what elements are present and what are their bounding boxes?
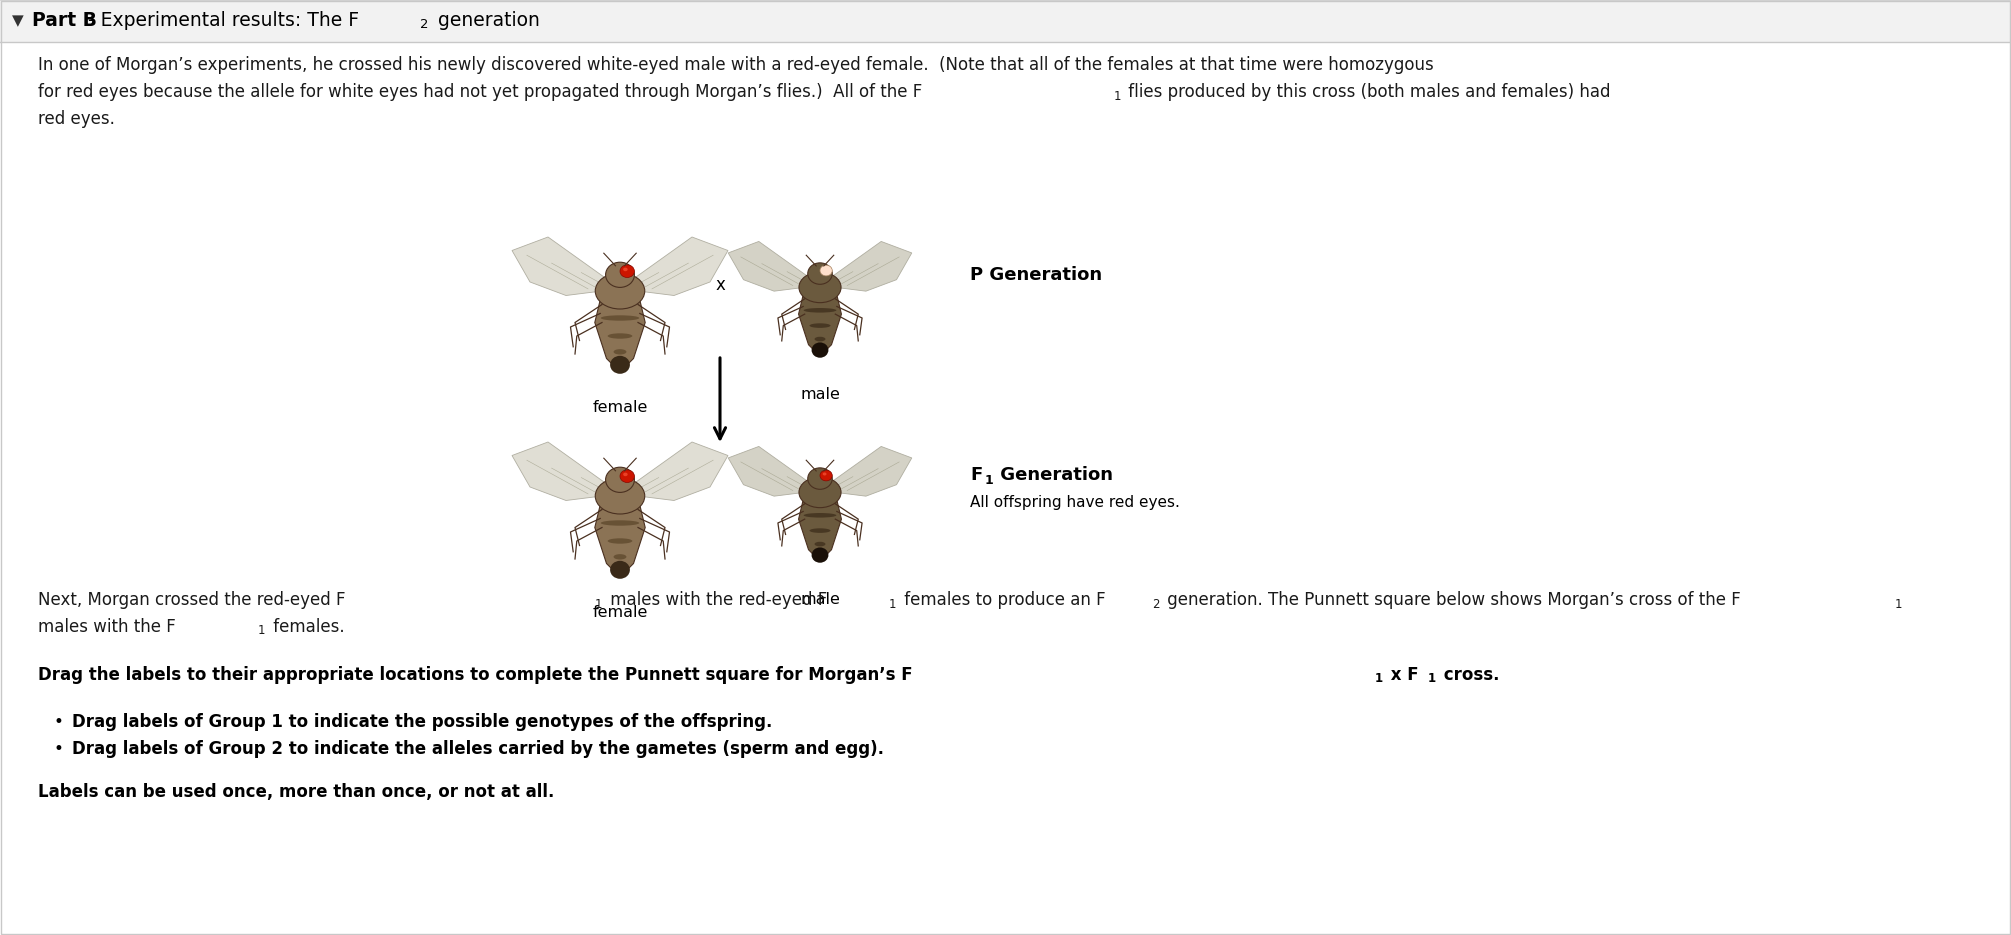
Text: 1: 1: [985, 473, 993, 486]
Ellipse shape: [814, 337, 825, 341]
Text: x: x: [716, 276, 724, 294]
Polygon shape: [513, 237, 611, 295]
Text: 1: 1: [1114, 90, 1122, 103]
Text: cross.: cross.: [1438, 666, 1500, 684]
Text: •: •: [52, 713, 62, 731]
Text: generation. The Punnett square below shows Morgan’s cross of the F: generation. The Punnett square below sho…: [1162, 591, 1742, 609]
Text: Generation: Generation: [993, 466, 1112, 484]
Text: males with the F: males with the F: [38, 618, 175, 636]
Ellipse shape: [812, 342, 829, 358]
Polygon shape: [629, 442, 728, 500]
Text: females to produce an F: females to produce an F: [899, 591, 1106, 609]
Ellipse shape: [609, 356, 629, 374]
Polygon shape: [829, 241, 911, 291]
Ellipse shape: [822, 472, 827, 476]
Text: male: male: [800, 387, 841, 402]
Text: - Experimental results: The F: - Experimental results: The F: [88, 11, 360, 31]
Ellipse shape: [808, 263, 833, 284]
Text: Drag the labels to their appropriate locations to complete the Punnett square fo: Drag the labels to their appropriate loc…: [38, 666, 913, 684]
Ellipse shape: [605, 468, 633, 493]
Text: In one of Morgan’s experiments, he crossed his newly discovered white-eyed male : In one of Morgan’s experiments, he cross…: [38, 56, 1434, 74]
Ellipse shape: [798, 477, 841, 508]
Ellipse shape: [601, 315, 639, 321]
Ellipse shape: [818, 552, 822, 556]
Text: 1: 1: [595, 597, 603, 611]
Text: Drag labels of Group 2 to indicate the alleles carried by the gametes (sperm and: Drag labels of Group 2 to indicate the a…: [72, 740, 885, 758]
Polygon shape: [798, 500, 841, 561]
Ellipse shape: [804, 308, 837, 312]
Text: females.: females.: [267, 618, 344, 636]
Text: 1: 1: [1894, 597, 1902, 611]
Text: Part B: Part B: [32, 11, 97, 31]
Ellipse shape: [617, 361, 623, 367]
Ellipse shape: [607, 539, 631, 543]
Bar: [0, 0, 2011, 42]
Text: x F: x F: [1386, 666, 1418, 684]
Text: generation: generation: [432, 11, 539, 31]
Ellipse shape: [818, 347, 822, 352]
Ellipse shape: [617, 566, 623, 571]
Text: for red eyes because the allele for white eyes had not yet propagated through Mo: for red eyes because the allele for whit…: [38, 83, 923, 101]
Ellipse shape: [804, 513, 837, 518]
Ellipse shape: [605, 262, 633, 287]
Text: female: female: [593, 605, 648, 620]
Ellipse shape: [619, 265, 633, 278]
Ellipse shape: [595, 478, 646, 514]
Text: •: •: [52, 740, 62, 758]
Text: red eyes.: red eyes.: [38, 110, 115, 128]
Text: ▼: ▼: [12, 13, 24, 28]
Text: 1: 1: [1428, 672, 1436, 685]
Polygon shape: [629, 237, 728, 295]
Text: flies produced by this cross (both males and females) had: flies produced by this cross (both males…: [1122, 83, 1611, 101]
Polygon shape: [595, 505, 646, 577]
Text: All offspring have red eyes.: All offspring have red eyes.: [969, 495, 1180, 510]
Ellipse shape: [810, 528, 831, 533]
Ellipse shape: [820, 470, 833, 481]
Ellipse shape: [810, 324, 831, 328]
Ellipse shape: [812, 547, 829, 563]
Polygon shape: [829, 446, 911, 496]
Ellipse shape: [613, 554, 627, 559]
Ellipse shape: [619, 470, 633, 482]
Polygon shape: [728, 446, 812, 496]
Text: 1: 1: [889, 597, 897, 611]
Polygon shape: [513, 442, 611, 500]
Text: 2: 2: [1152, 597, 1160, 611]
Ellipse shape: [798, 272, 841, 303]
Text: female: female: [593, 400, 648, 415]
Text: 1: 1: [1376, 672, 1384, 685]
Ellipse shape: [609, 561, 629, 579]
Ellipse shape: [820, 266, 833, 276]
Ellipse shape: [607, 333, 631, 338]
Ellipse shape: [814, 541, 825, 546]
Text: Labels can be used once, more than once, or not at all.: Labels can be used once, more than once,…: [38, 783, 555, 801]
Ellipse shape: [601, 520, 639, 525]
Ellipse shape: [613, 349, 627, 354]
Text: male: male: [800, 592, 841, 607]
Ellipse shape: [808, 468, 833, 489]
Polygon shape: [728, 241, 812, 291]
Text: 1: 1: [257, 625, 265, 638]
Ellipse shape: [595, 273, 646, 309]
Ellipse shape: [623, 267, 627, 271]
Text: Drag labels of Group 1 to indicate the possible genotypes of the offspring.: Drag labels of Group 1 to indicate the p…: [72, 713, 772, 731]
Text: males with the red-eyed F: males with the red-eyed F: [605, 591, 827, 609]
Text: P Generation: P Generation: [969, 266, 1102, 284]
Polygon shape: [595, 300, 646, 372]
Text: Next, Morgan crossed the red-eyed F: Next, Morgan crossed the red-eyed F: [38, 591, 346, 609]
Ellipse shape: [623, 472, 627, 476]
Polygon shape: [798, 295, 841, 356]
Text: 2: 2: [420, 19, 428, 32]
Text: F: F: [969, 466, 981, 484]
